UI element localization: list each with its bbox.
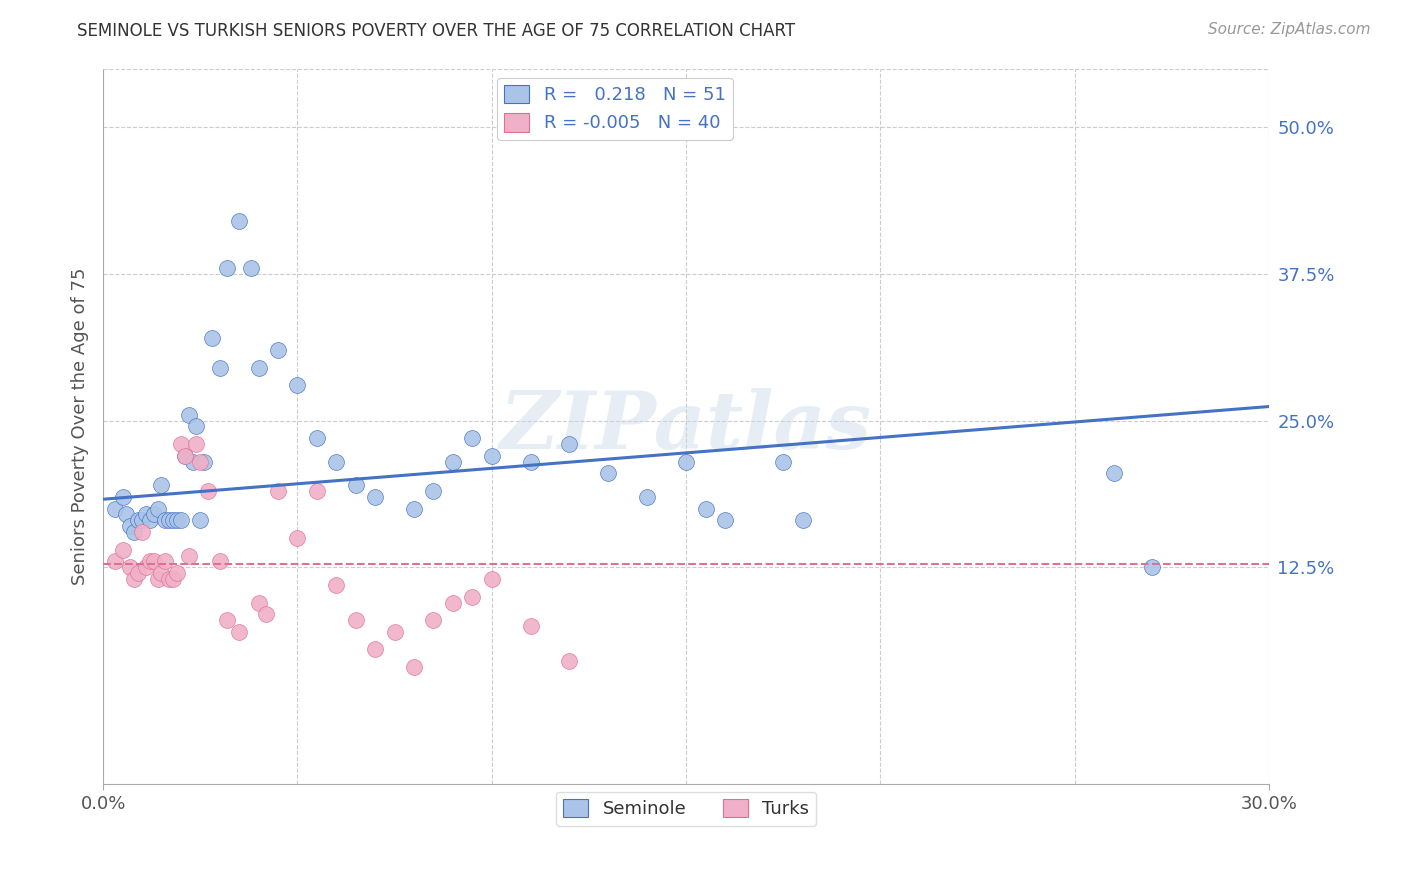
Point bbox=[519, 619, 541, 633]
Point bbox=[188, 513, 211, 527]
Y-axis label: Seniors Poverty Over the Age of 75: Seniors Poverty Over the Age of 75 bbox=[72, 268, 89, 585]
Point bbox=[461, 590, 484, 604]
Point bbox=[1102, 467, 1125, 481]
Point bbox=[675, 455, 697, 469]
Point bbox=[558, 654, 581, 668]
Point bbox=[104, 554, 127, 568]
Point bbox=[197, 483, 219, 498]
Point bbox=[325, 455, 347, 469]
Point bbox=[1142, 560, 1164, 574]
Point bbox=[267, 343, 290, 358]
Point bbox=[364, 642, 387, 657]
Point bbox=[166, 513, 188, 527]
Point bbox=[267, 483, 290, 498]
Point bbox=[142, 508, 165, 522]
Point bbox=[792, 513, 814, 527]
Point bbox=[305, 483, 328, 498]
Point bbox=[247, 595, 270, 609]
Point bbox=[170, 513, 193, 527]
Point bbox=[217, 260, 239, 275]
Point bbox=[481, 572, 503, 586]
Point bbox=[228, 624, 250, 639]
Point bbox=[208, 360, 231, 375]
Point bbox=[157, 572, 180, 586]
Point bbox=[247, 360, 270, 375]
Point bbox=[122, 572, 145, 586]
Point bbox=[162, 572, 184, 586]
Point bbox=[131, 513, 153, 527]
Point bbox=[384, 624, 406, 639]
Point bbox=[519, 455, 541, 469]
Point bbox=[461, 431, 484, 445]
Point bbox=[217, 613, 239, 627]
Point bbox=[636, 490, 658, 504]
Text: Source: ZipAtlas.com: Source: ZipAtlas.com bbox=[1208, 22, 1371, 37]
Point bbox=[139, 554, 162, 568]
Point bbox=[127, 513, 149, 527]
Point bbox=[122, 525, 145, 540]
Point bbox=[170, 437, 193, 451]
Point bbox=[422, 613, 444, 627]
Point bbox=[287, 531, 309, 545]
Point bbox=[111, 542, 134, 557]
Point bbox=[186, 419, 208, 434]
Point bbox=[120, 519, 142, 533]
Point bbox=[344, 613, 367, 627]
Point bbox=[441, 595, 464, 609]
Point bbox=[228, 214, 250, 228]
Point bbox=[157, 513, 180, 527]
Point bbox=[441, 455, 464, 469]
Point bbox=[193, 455, 215, 469]
Point bbox=[127, 566, 149, 581]
Point bbox=[188, 455, 211, 469]
Point bbox=[254, 607, 277, 622]
Point bbox=[714, 513, 737, 527]
Point bbox=[364, 490, 387, 504]
Point bbox=[181, 455, 204, 469]
Point bbox=[115, 508, 138, 522]
Point bbox=[305, 431, 328, 445]
Point bbox=[177, 408, 200, 422]
Point bbox=[150, 478, 173, 492]
Text: SEMINOLE VS TURKISH SENIORS POVERTY OVER THE AGE OF 75 CORRELATION CHART: SEMINOLE VS TURKISH SENIORS POVERTY OVER… bbox=[77, 22, 796, 40]
Point bbox=[325, 578, 347, 592]
Point bbox=[135, 560, 157, 574]
Point bbox=[239, 260, 262, 275]
Point bbox=[201, 331, 224, 345]
Point bbox=[120, 560, 142, 574]
Point bbox=[402, 501, 425, 516]
Point bbox=[173, 449, 195, 463]
Point bbox=[208, 554, 231, 568]
Point bbox=[142, 554, 165, 568]
Legend: Seminole, Turks: Seminole, Turks bbox=[555, 792, 817, 825]
Point bbox=[772, 455, 794, 469]
Point bbox=[104, 501, 127, 516]
Point bbox=[135, 508, 157, 522]
Point bbox=[146, 572, 169, 586]
Point bbox=[166, 566, 188, 581]
Text: ZIPatlas: ZIPatlas bbox=[501, 388, 872, 466]
Point bbox=[162, 513, 184, 527]
Point bbox=[173, 449, 195, 463]
Point bbox=[146, 501, 169, 516]
Point bbox=[111, 490, 134, 504]
Point bbox=[598, 467, 620, 481]
Point bbox=[155, 513, 177, 527]
Point bbox=[155, 554, 177, 568]
Point bbox=[150, 566, 173, 581]
Point bbox=[558, 437, 581, 451]
Point bbox=[186, 437, 208, 451]
Point bbox=[344, 478, 367, 492]
Point bbox=[695, 501, 717, 516]
Point bbox=[131, 525, 153, 540]
Point bbox=[402, 660, 425, 674]
Point bbox=[481, 449, 503, 463]
Point bbox=[139, 513, 162, 527]
Point bbox=[177, 549, 200, 563]
Point bbox=[287, 378, 309, 392]
Point bbox=[422, 483, 444, 498]
